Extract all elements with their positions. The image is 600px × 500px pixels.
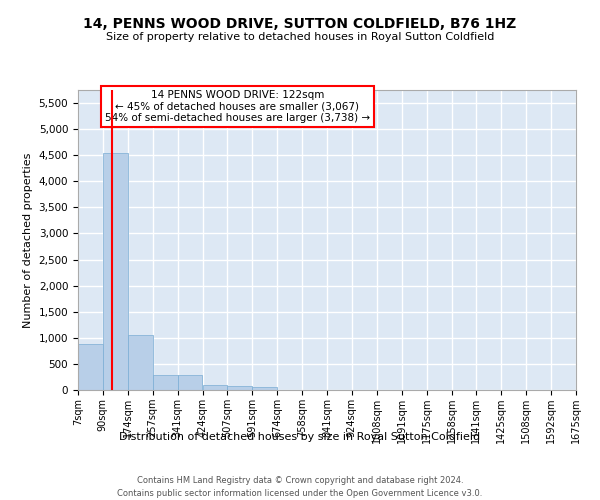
Bar: [103, 152, 128, 390]
Y-axis label: Number of detached properties: Number of detached properties: [23, 152, 33, 328]
Text: Distribution of detached houses by size in Royal Sutton Coldfield: Distribution of detached houses by size …: [119, 432, 481, 442]
Text: 14 PENNS WOOD DRIVE: 122sqm
← 45% of detached houses are smaller (3,067)
54% of : 14 PENNS WOOD DRIVE: 122sqm ← 45% of det…: [105, 90, 370, 123]
Bar: [253, 387, 277, 390]
Text: Contains public sector information licensed under the Open Government Licence v3: Contains public sector information licen…: [118, 489, 482, 498]
Text: Contains HM Land Registry data © Crown copyright and database right 2024.: Contains HM Land Registry data © Crown c…: [137, 476, 463, 485]
Text: 14, PENNS WOOD DRIVE, SUTTON COLDFIELD, B76 1HZ: 14, PENNS WOOD DRIVE, SUTTON COLDFIELD, …: [83, 18, 517, 32]
Bar: [128, 334, 152, 390]
Bar: [203, 386, 227, 390]
Bar: [78, 344, 103, 390]
Bar: [227, 386, 253, 390]
Text: Size of property relative to detached houses in Royal Sutton Coldfield: Size of property relative to detached ho…: [106, 32, 494, 42]
Bar: [178, 375, 202, 390]
Bar: [152, 375, 178, 390]
